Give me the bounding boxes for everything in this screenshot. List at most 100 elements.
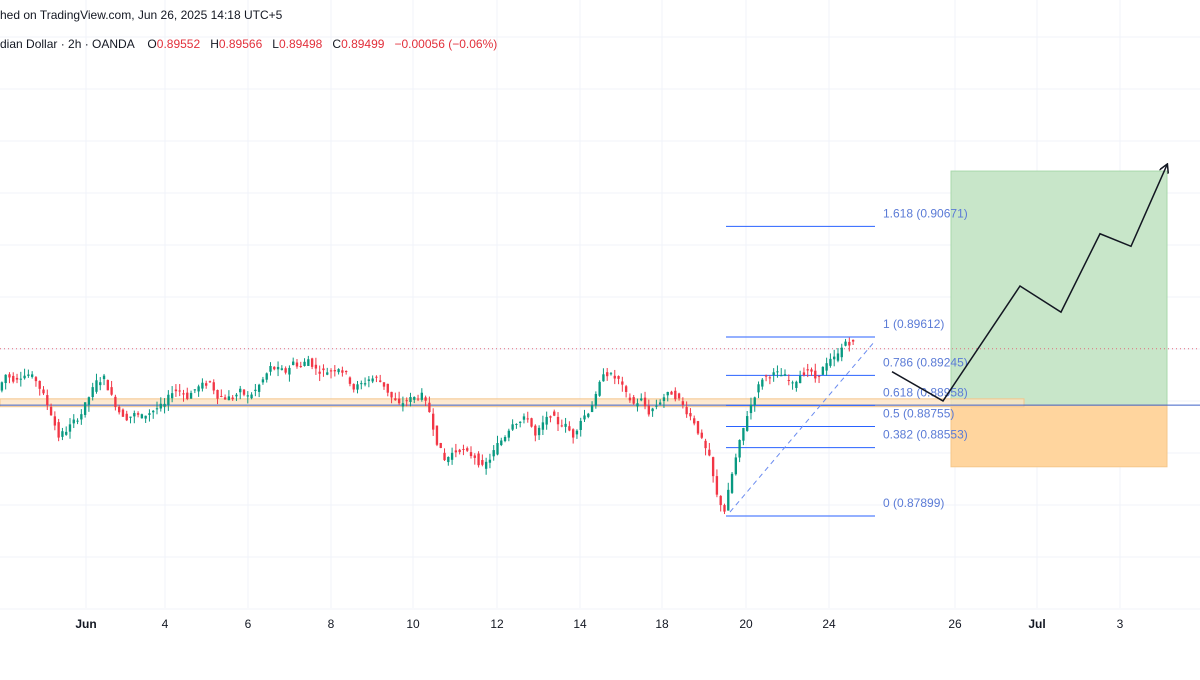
candle	[696, 420, 700, 436]
candle	[246, 391, 249, 404]
support-zone[interactable]	[0, 398, 1025, 408]
candle	[276, 361, 280, 377]
candle	[469, 446, 473, 459]
candle	[102, 373, 106, 386]
overlay-layer	[891, 165, 1167, 402]
candle	[500, 437, 503, 447]
candle	[836, 348, 840, 363]
candle	[19, 371, 22, 387]
candle	[61, 427, 64, 441]
candle	[821, 366, 825, 375]
high-value: 0.89566	[218, 37, 263, 51]
candle	[666, 391, 669, 402]
candle	[553, 409, 556, 417]
time-tick-label: 12	[490, 617, 504, 631]
time-tick-label: 4	[162, 617, 169, 631]
candle	[545, 411, 548, 430]
candle	[802, 367, 806, 377]
candle	[840, 343, 843, 362]
candle	[242, 389, 246, 397]
candle	[280, 365, 284, 371]
candle	[397, 391, 401, 405]
candle	[144, 415, 147, 423]
candle	[106, 379, 109, 391]
candle	[4, 374, 7, 390]
candle	[174, 384, 178, 397]
candle	[265, 372, 268, 383]
candle	[806, 363, 809, 378]
candle	[825, 357, 828, 376]
candle	[738, 439, 741, 463]
time-axis: Jun 4 6 8 10 12 14 18 20 24 26 Jul 3	[75, 617, 1123, 631]
candle	[715, 469, 719, 498]
candle	[121, 408, 125, 417]
candle	[129, 416, 132, 424]
candle	[844, 338, 847, 347]
candle	[205, 380, 208, 389]
candle	[379, 374, 382, 383]
candle	[34, 376, 38, 387]
candle	[564, 417, 567, 433]
candle	[197, 384, 200, 397]
candle	[658, 399, 662, 406]
candle	[772, 368, 775, 382]
candle	[655, 399, 658, 410]
candle	[416, 394, 420, 402]
candle	[30, 371, 34, 379]
candle	[700, 429, 703, 440]
candle	[477, 451, 480, 468]
fib-retracement-tool: 1.618 (0.90671) 1 (0.89612) 0.786 (0.89245…	[726, 206, 968, 517]
candle	[363, 377, 367, 387]
stop-zone[interactable]	[950, 404, 1168, 468]
candle	[742, 427, 745, 446]
fib-label-0-786: 0.786 (0.89245)	[883, 355, 968, 369]
symbol-legend[interactable]: dian Dollar · 2h · OANDA O0.89552 H0.895…	[0, 37, 497, 51]
candle	[462, 444, 465, 456]
candle	[261, 376, 265, 385]
candle	[23, 368, 26, 380]
close-label: C	[332, 37, 342, 51]
candle	[746, 410, 749, 432]
candle	[791, 380, 794, 390]
candle	[344, 370, 348, 375]
candle	[76, 418, 79, 425]
candle	[310, 357, 314, 370]
candle	[795, 380, 798, 392]
candle	[519, 421, 522, 428]
projection-path[interactable]	[891, 165, 1167, 402]
candle	[515, 423, 518, 429]
candle	[829, 353, 832, 368]
candle	[356, 380, 359, 394]
candle	[303, 358, 306, 367]
candle	[432, 408, 435, 436]
candle	[473, 453, 476, 465]
candle	[223, 394, 227, 400]
published-text: hed on TradingView.com, Jun 26, 2025 14:…	[0, 8, 283, 22]
candle	[643, 391, 647, 410]
time-tick-label: Jul	[1028, 617, 1045, 631]
time-tick-label: 3	[1117, 617, 1124, 631]
candle	[382, 382, 386, 390]
candle	[583, 409, 586, 422]
candle	[341, 366, 344, 377]
candle	[609, 372, 613, 376]
candle	[594, 391, 598, 409]
symbol-name[interactable]: dian Dollar · 2h · OANDA	[0, 37, 135, 51]
candle	[598, 380, 601, 397]
candle	[333, 365, 336, 377]
fib-trend-line[interactable]	[729, 340, 876, 513]
candle	[814, 363, 817, 383]
candle	[80, 409, 83, 425]
candle	[693, 415, 696, 426]
candle	[163, 398, 166, 414]
candle	[208, 380, 212, 383]
candle	[481, 454, 484, 467]
target-zone[interactable]	[950, 170, 1168, 406]
low-value: 0.89498	[278, 37, 323, 51]
candle	[152, 409, 155, 419]
candle	[810, 367, 813, 376]
price-change: −0.00056 (−0.06%)	[394, 37, 498, 51]
candle	[318, 365, 321, 382]
